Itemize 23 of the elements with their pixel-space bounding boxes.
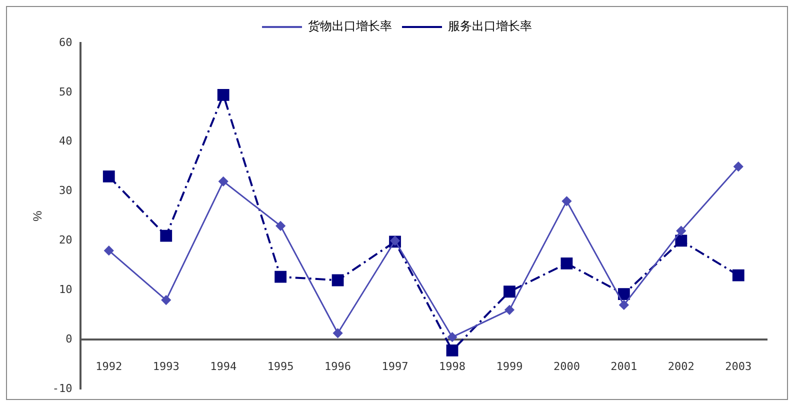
x-tick-label: 1997 bbox=[382, 360, 408, 374]
y-tick-label: 50 bbox=[59, 85, 72, 98]
legend-label: 服务出口增长率 bbox=[448, 19, 532, 34]
x-tick-label: 1999 bbox=[496, 360, 523, 374]
y-tick-label: -10 bbox=[52, 382, 72, 395]
x-tick-label: 1996 bbox=[324, 360, 352, 374]
x-tick-label: 1992 bbox=[96, 360, 122, 374]
x-tick-label: 2000 bbox=[553, 360, 580, 374]
x-tick-label: 1993 bbox=[152, 360, 180, 374]
y-tick-label: 0 bbox=[66, 332, 72, 346]
y-axis-title: % bbox=[30, 210, 45, 222]
x-tick-label: 2002 bbox=[668, 360, 694, 374]
legend-label: 货物出口增长率 bbox=[308, 19, 392, 34]
y-tick-label: 60 bbox=[59, 36, 72, 49]
x-tick-label: 1998 bbox=[439, 360, 466, 374]
y-tick-label: 40 bbox=[59, 134, 72, 148]
y-tick-label: 30 bbox=[59, 184, 72, 198]
x-tick-label: 2001 bbox=[610, 360, 638, 374]
y-tick-label: 10 bbox=[59, 283, 72, 296]
x-tick-label: 2003 bbox=[725, 360, 752, 374]
y-tick-label: 20 bbox=[59, 234, 72, 247]
x-tick-label: 1994 bbox=[210, 360, 237, 374]
x-tick-label: 1995 bbox=[267, 360, 294, 374]
